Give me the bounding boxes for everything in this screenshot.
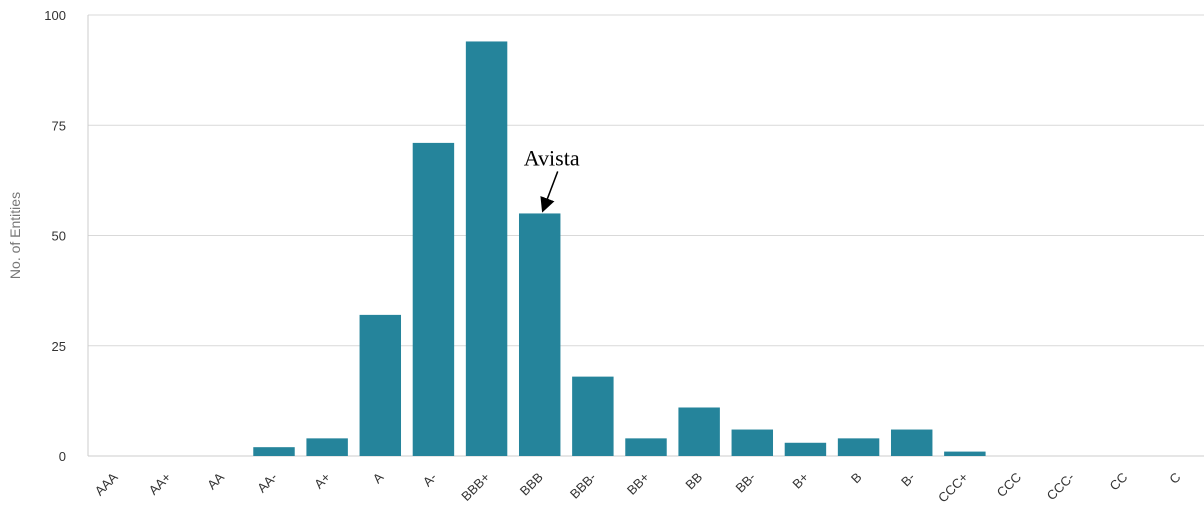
bar xyxy=(412,142,455,456)
bar xyxy=(731,429,774,456)
bar xyxy=(572,376,614,456)
x-tick-label: CCC xyxy=(994,470,1025,501)
y-tick-label: 50 xyxy=(52,229,66,244)
y-tick-label: 100 xyxy=(44,8,66,23)
annotation: Avista xyxy=(524,145,580,213)
x-tick-label: BB+ xyxy=(624,470,652,498)
annotation-arrow xyxy=(540,171,559,213)
y-tick-label: 75 xyxy=(52,118,66,133)
bars xyxy=(253,41,986,457)
annotation-label: Avista xyxy=(524,145,580,170)
x-tick-label: AAA xyxy=(92,469,121,498)
x-tick-label: CC xyxy=(1107,470,1131,494)
x-tick-label: BBB+ xyxy=(458,470,492,504)
bar xyxy=(678,407,720,456)
bar xyxy=(944,451,986,456)
bar xyxy=(625,438,667,456)
x-tick-label: AA xyxy=(204,469,227,492)
y-tick-label: 0 xyxy=(59,449,66,464)
bar xyxy=(784,442,827,456)
x-tick-label: BB- xyxy=(732,470,758,496)
y-tick-label: 25 xyxy=(52,339,66,354)
x-tick-label: BB xyxy=(682,470,705,493)
x-tick-label: B xyxy=(848,470,865,487)
x-tick-label: AA- xyxy=(254,470,280,496)
x-tick-label: A xyxy=(370,469,387,486)
y-axis-label: No. of Entities xyxy=(7,192,23,279)
bar xyxy=(306,438,348,456)
bar xyxy=(465,41,508,457)
x-tick-label: A+ xyxy=(311,470,333,492)
x-tick-label: B+ xyxy=(789,470,811,492)
x-tick-label: CCC- xyxy=(1044,470,1078,504)
bar xyxy=(359,314,402,456)
bar xyxy=(890,429,933,456)
bar xyxy=(837,438,880,456)
x-tick-label: B- xyxy=(898,470,918,490)
bar xyxy=(518,213,561,456)
bar xyxy=(253,447,295,456)
x-tick-label: BBB- xyxy=(567,470,599,502)
x-tick-label: AA+ xyxy=(146,470,174,498)
x-tick-label: C xyxy=(1166,470,1183,487)
x-tick-label: CCC+ xyxy=(935,470,971,506)
gridlines xyxy=(88,14,1204,347)
x-tick-label: BBB xyxy=(517,470,546,499)
y-tick-labels: 0 25 50 75 100 xyxy=(44,8,66,464)
x-tick-labels: AAA AA+ AA AA- A+ A A- BBB+ BBB BBB- BB+ BB BB- B+ B B-… xyxy=(92,469,1184,505)
x-tick-label: A- xyxy=(420,470,440,490)
